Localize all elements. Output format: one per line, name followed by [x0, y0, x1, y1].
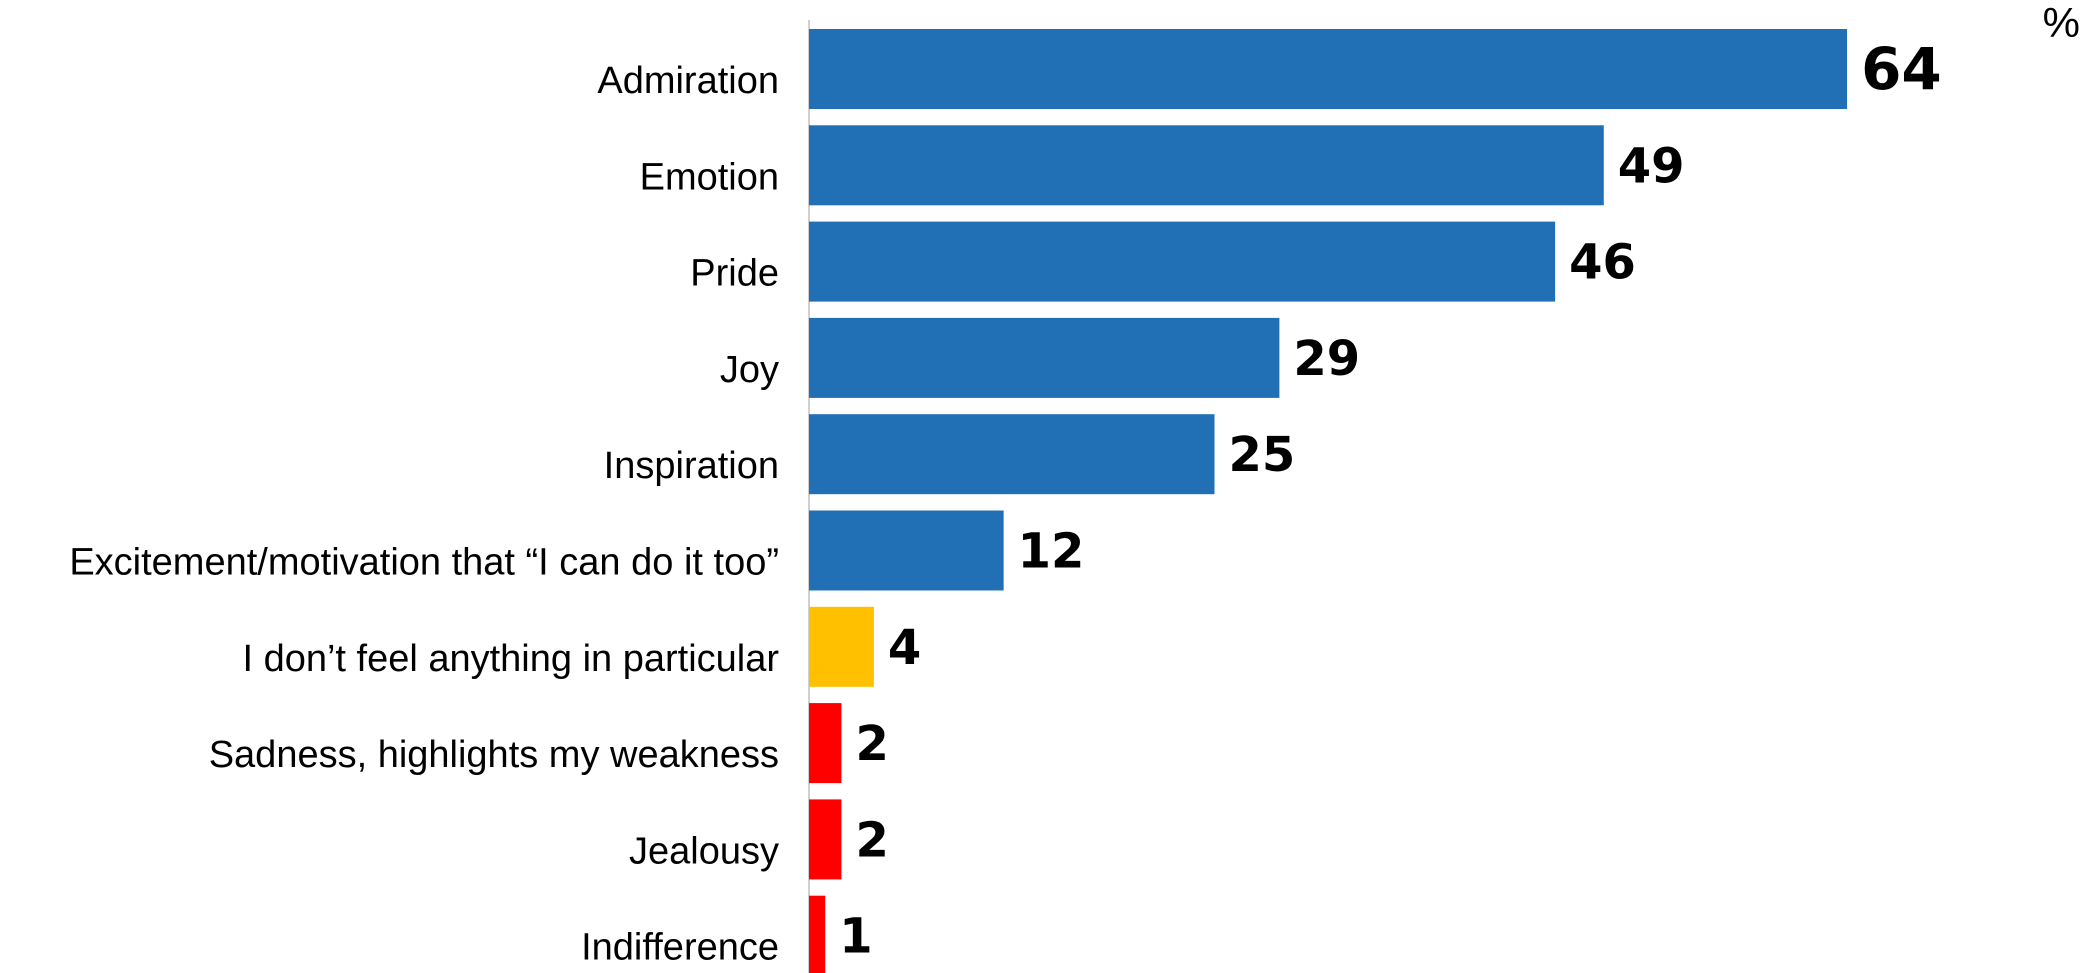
- category-label: Joy: [720, 349, 779, 391]
- data-label: 1: [839, 909, 872, 965]
- bar: [809, 510, 1004, 591]
- bar: [809, 895, 826, 973]
- bar: [809, 414, 1215, 495]
- bar: [809, 125, 1604, 206]
- data-label: 2: [855, 716, 888, 772]
- category-label: Pride: [690, 253, 779, 295]
- unit-label: %: [2043, 0, 2080, 46]
- bar: [809, 799, 842, 880]
- data-label: 4: [888, 620, 921, 676]
- category-label: Sadness, highlights my weakness: [209, 734, 779, 776]
- bar: [809, 703, 842, 784]
- data-label: 29: [1293, 331, 1360, 387]
- category-label: Indifference: [581, 927, 779, 969]
- data-label: 46: [1569, 235, 1636, 291]
- bar: [809, 317, 1280, 398]
- data-label: 64: [1861, 35, 1942, 103]
- bar: [809, 606, 874, 687]
- data-label: 2: [855, 812, 888, 868]
- category-label: Admiration: [597, 60, 779, 102]
- data-label: 12: [1018, 524, 1085, 580]
- data-label: 25: [1229, 427, 1296, 483]
- category-label: Excitement/motivation that “I can do it …: [69, 542, 779, 584]
- data-label: 49: [1618, 138, 1685, 194]
- bar: [809, 29, 1848, 109]
- category-label: Emotion: [640, 156, 779, 198]
- category-label: Inspiration: [604, 445, 779, 487]
- category-label: I don’t feel anything in particular: [242, 638, 779, 680]
- category-label: Jealousy: [629, 830, 779, 872]
- bar: [809, 221, 1556, 302]
